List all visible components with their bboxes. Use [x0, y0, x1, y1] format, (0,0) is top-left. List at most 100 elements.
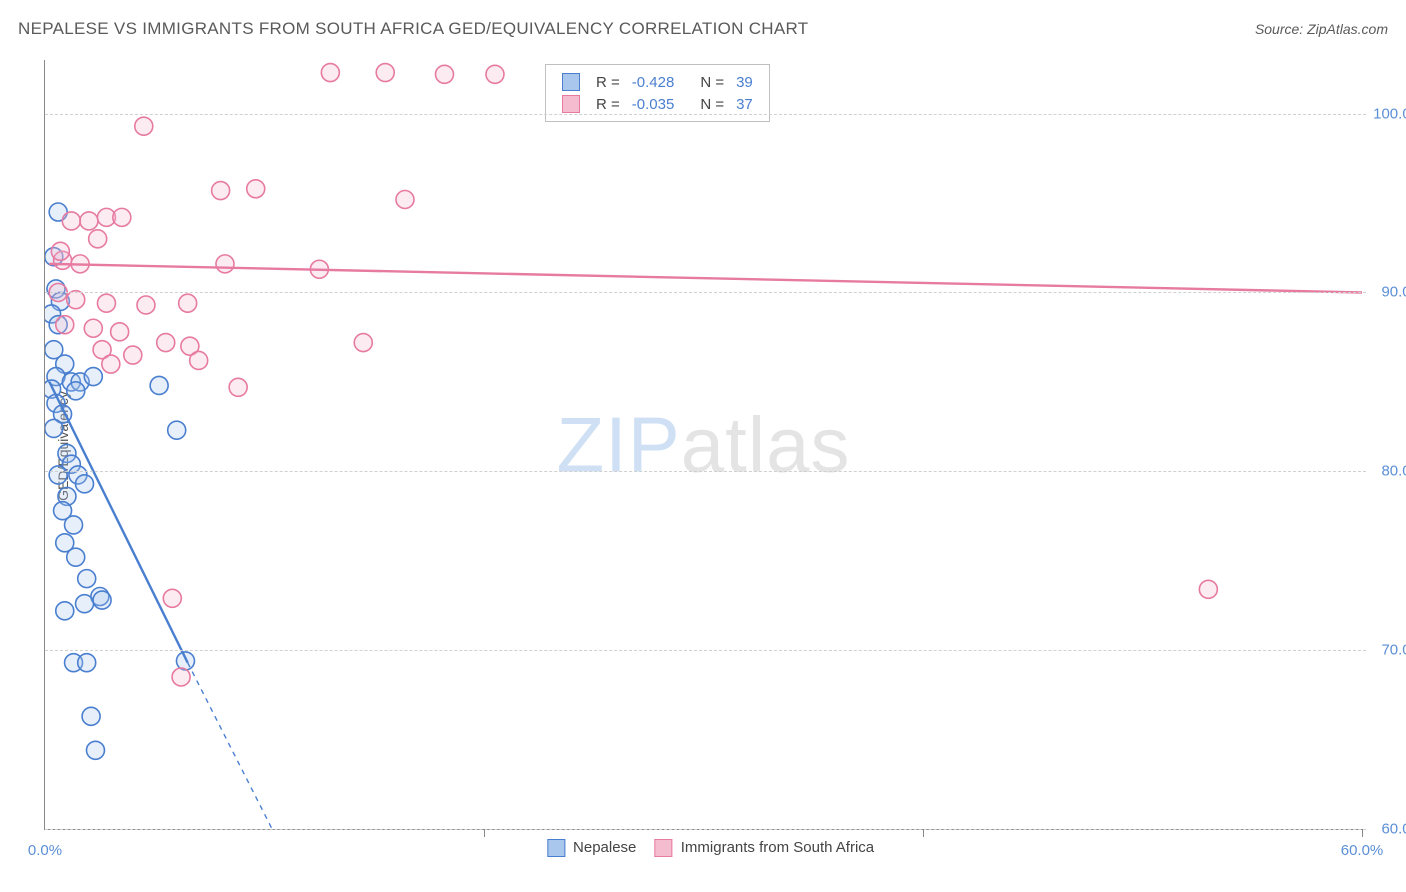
data-point	[179, 294, 197, 312]
data-point	[91, 588, 109, 606]
data-point	[51, 242, 69, 260]
data-point	[45, 305, 61, 323]
data-point	[113, 208, 131, 226]
data-point	[229, 378, 247, 396]
data-point	[135, 117, 153, 135]
regression-line	[49, 264, 1362, 293]
data-point	[168, 421, 186, 439]
x-tick	[1362, 829, 1363, 837]
data-point	[102, 355, 120, 373]
data-point	[216, 255, 234, 273]
r-label: R =	[590, 71, 626, 93]
data-point	[49, 203, 67, 221]
gridline	[45, 114, 1366, 115]
data-point	[86, 741, 104, 759]
data-point	[78, 570, 96, 588]
series-legend: Nepalese Immigrants from South Africa	[533, 839, 874, 857]
data-point	[97, 294, 115, 312]
r-label: R =	[590, 93, 626, 115]
data-point	[67, 548, 85, 566]
data-point	[45, 248, 63, 266]
watermark: ZIPatlas	[556, 399, 850, 490]
data-point	[67, 382, 85, 400]
data-point	[56, 355, 74, 373]
y-tick-label: 70.0%	[1368, 642, 1406, 659]
page-title: NEPALESE VS IMMIGRANTS FROM SOUTH AFRICA…	[18, 19, 808, 39]
source-label: Source:	[1255, 21, 1307, 37]
legend-row: R = -0.035 N = 37	[556, 93, 759, 115]
data-point	[49, 466, 67, 484]
legend-row: R = -0.428 N = 39	[556, 71, 759, 93]
gridline	[45, 471, 1366, 472]
n-value-south-africa: 37	[730, 93, 759, 115]
data-point	[82, 707, 100, 725]
n-label: N =	[694, 71, 730, 93]
data-point	[49, 316, 67, 334]
x-tick	[923, 829, 924, 837]
source-value: ZipAtlas.com	[1307, 21, 1388, 37]
data-point	[54, 502, 72, 520]
data-point	[80, 212, 98, 230]
series-swatch-nepalese	[547, 839, 565, 857]
data-point	[486, 65, 504, 83]
data-point	[190, 351, 208, 369]
data-point	[321, 64, 339, 82]
data-point	[47, 368, 65, 386]
data-point	[47, 394, 65, 412]
chart-plot-area: ZIPatlas R = -0.428 N = 39 R = -0.035 N …	[44, 60, 1362, 830]
data-point	[150, 376, 168, 394]
data-point	[93, 341, 111, 359]
source-credit: Source: ZipAtlas.com	[1255, 21, 1388, 37]
data-point	[47, 280, 65, 298]
data-point	[93, 591, 111, 609]
regression-line	[49, 382, 187, 663]
data-point	[54, 405, 72, 423]
data-point	[84, 368, 102, 386]
data-point	[62, 212, 80, 230]
series-swatch-nepalese	[562, 73, 580, 91]
data-point	[376, 64, 394, 82]
data-point	[78, 654, 96, 672]
y-tick-label: 100.0%	[1368, 105, 1406, 122]
data-point	[137, 296, 155, 314]
n-value-nepalese: 39	[730, 71, 759, 93]
gridline	[45, 292, 1366, 293]
data-point	[76, 595, 94, 613]
data-point	[76, 475, 94, 493]
data-point	[65, 516, 83, 534]
data-point	[58, 444, 76, 462]
data-point	[163, 589, 181, 607]
header: NEPALESE VS IMMIGRANTS FROM SOUTH AFRICA…	[0, 0, 1406, 46]
data-point	[45, 341, 63, 359]
series-label-south-africa: Immigrants from South Africa	[681, 839, 874, 856]
series-label-nepalese: Nepalese	[573, 839, 636, 856]
y-tick-label: 90.0%	[1368, 284, 1406, 301]
r-value-nepalese: -0.428	[626, 71, 681, 93]
data-point	[71, 255, 89, 273]
data-point	[124, 346, 142, 364]
data-point	[396, 190, 414, 208]
data-point	[1199, 580, 1217, 598]
y-tick-label: 60.0%	[1368, 821, 1406, 838]
data-point	[45, 419, 63, 437]
data-point	[310, 260, 328, 278]
data-point	[84, 319, 102, 337]
data-point	[354, 334, 372, 352]
x-tick-label: 60.0%	[1341, 842, 1384, 859]
r-value-south-africa: -0.035	[626, 93, 681, 115]
data-point	[212, 182, 230, 200]
data-point	[51, 292, 69, 310]
data-point	[56, 316, 74, 334]
n-label: N =	[694, 93, 730, 115]
data-point	[97, 208, 115, 226]
data-point	[157, 334, 175, 352]
data-point	[181, 337, 199, 355]
data-point	[247, 180, 265, 198]
data-point	[58, 487, 76, 505]
chart-svg-layer	[45, 60, 1362, 829]
data-point	[435, 65, 453, 83]
x-tick-label: 0.0%	[28, 842, 62, 859]
data-point	[45, 380, 61, 398]
series-swatch-south-africa	[655, 839, 673, 857]
x-tick	[484, 829, 485, 837]
